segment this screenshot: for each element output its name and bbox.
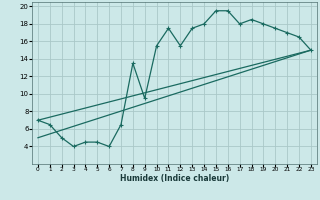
X-axis label: Humidex (Indice chaleur): Humidex (Indice chaleur) <box>120 174 229 183</box>
